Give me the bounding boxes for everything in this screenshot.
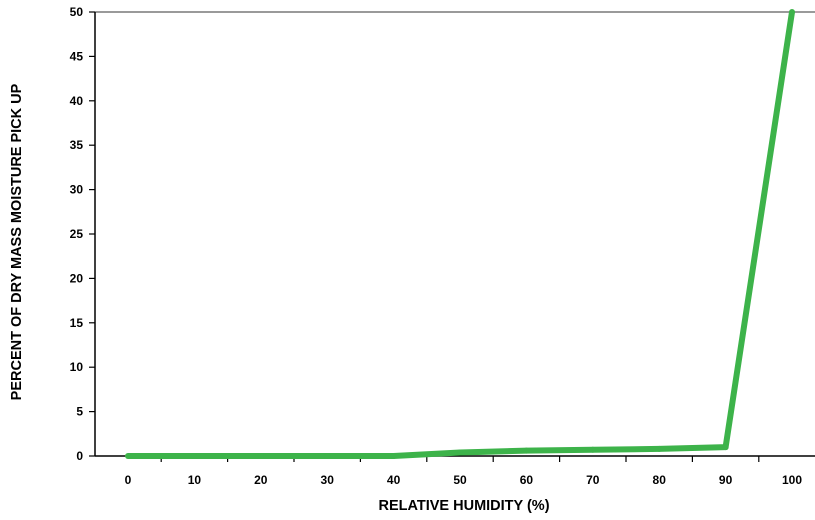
y-tick-label: 50	[70, 5, 84, 19]
y-tick-label: 15	[70, 316, 84, 330]
data-point	[589, 446, 596, 453]
plot-frame	[94, 11, 815, 457]
x-tick-label: 30	[321, 473, 335, 487]
x-tick-label: 80	[653, 473, 667, 487]
data-point	[789, 9, 795, 15]
data-point	[125, 453, 131, 459]
x-tick-label: 60	[520, 473, 534, 487]
y-tick-label: 40	[70, 94, 84, 108]
y-tick-label: 10	[70, 360, 84, 374]
x-tick-label: 90	[719, 473, 733, 487]
x-tick-label: 0	[125, 473, 132, 487]
y-tick-label: 0	[76, 449, 83, 463]
x-tick-label: 10	[188, 473, 202, 487]
x-tick-label: 20	[254, 473, 268, 487]
data-point	[257, 453, 264, 459]
x-axis-ticks: 0 10 20 30 40 50 60 70 80 90 100	[125, 456, 802, 487]
y-axis-title: PERCENT OF DRY MASS MOISTURE PICK UP	[9, 83, 25, 400]
y-tick-label: 45	[70, 49, 84, 63]
data-point	[656, 445, 663, 452]
series-line	[128, 11, 795, 459]
x-tick-label: 100	[782, 473, 802, 487]
x-tick-label: 70	[586, 473, 600, 487]
data-point	[457, 449, 463, 456]
y-tick-label: 35	[70, 138, 84, 152]
y-tick-label: 20	[70, 271, 84, 285]
y-tick-label: 30	[70, 183, 84, 197]
data-point	[191, 453, 198, 459]
y-tick-label: 25	[70, 227, 84, 241]
data-point	[390, 453, 397, 459]
data-point	[722, 444, 729, 451]
y-tick-label: 5	[76, 405, 83, 419]
x-tick-label: 50	[453, 473, 467, 487]
x-axis-title: RELATIVE HUMIDITY (%)	[378, 498, 549, 514]
data-point	[523, 447, 530, 454]
data-point	[324, 453, 331, 459]
series-layer	[125, 9, 795, 459]
x-tick-label: 40	[387, 473, 401, 487]
y-axis-ticks: 0 5 10 15 20 25 30 35 40 45 50	[70, 5, 95, 463]
